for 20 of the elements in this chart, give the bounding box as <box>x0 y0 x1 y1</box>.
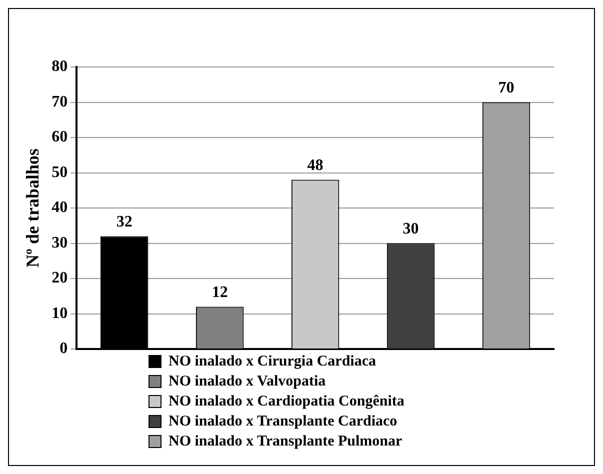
y-axis-title: Nº de trabalhos <box>22 148 42 268</box>
y-tick-label: 20 <box>52 270 68 287</box>
data-label: 12 <box>212 284 228 301</box>
y-tick-label: 0 <box>60 340 68 358</box>
legend-label: NO inalado x Cardiopatia Congênita <box>168 393 405 410</box>
data-label: 48 <box>307 156 324 174</box>
y-tick-label: 50 <box>52 164 68 181</box>
legend-label: NO inalado x Cirurgia Cardiaca <box>168 353 376 370</box>
legend-label: NO inalado x Transplante Cardiaco <box>168 413 398 430</box>
y-tick-label: 60 <box>52 128 68 146</box>
y-tick-label: 10 <box>52 304 68 322</box>
data-label: 70 <box>498 79 514 96</box>
data-label: 30 <box>402 220 419 238</box>
y-tick-label: 70 <box>52 93 68 110</box>
y-tick-label: 40 <box>52 199 68 216</box>
legend-label: NO inalado x Transplante Pulmonar <box>168 433 402 450</box>
y-tick-label: 80 <box>52 58 68 76</box>
legend-label: NO inalado x Valvopatia <box>168 373 326 390</box>
y-tick-label: 30 <box>52 234 68 252</box>
data-label: 32 <box>116 213 132 230</box>
